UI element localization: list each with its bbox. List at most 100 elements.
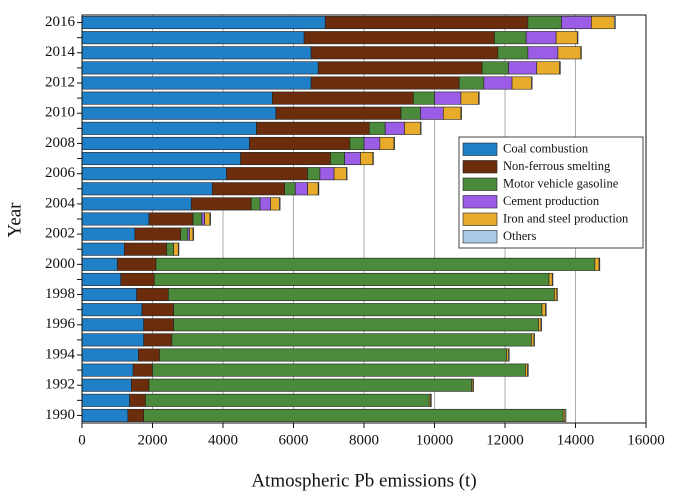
bar-segment bbox=[275, 106, 402, 120]
legend: Coal combustion Non-ferrous smelting Motor… bbox=[458, 136, 644, 249]
bar-segment bbox=[540, 318, 542, 332]
bar-segment bbox=[153, 272, 550, 286]
bar-segment bbox=[168, 288, 555, 302]
bar-segment bbox=[527, 363, 529, 377]
bar-segment bbox=[360, 152, 374, 166]
bar-segment bbox=[173, 303, 543, 317]
bar-segment bbox=[545, 303, 547, 317]
bar-segment bbox=[81, 333, 144, 347]
legend-label: Coal combustion bbox=[503, 142, 589, 156]
bar-segment bbox=[81, 212, 150, 226]
bar-segment bbox=[173, 242, 179, 256]
legend-label: Iron and steel production bbox=[503, 212, 629, 226]
bar-segment bbox=[192, 212, 203, 226]
bar-segment bbox=[413, 91, 435, 105]
bar-segment bbox=[511, 76, 532, 90]
bar-segment bbox=[131, 378, 150, 392]
bar-segment bbox=[307, 182, 319, 196]
y-tick-label: 2006 bbox=[45, 165, 76, 181]
y-tick-label: 2016 bbox=[45, 14, 76, 30]
bar-segment bbox=[81, 318, 144, 332]
legend-swatch bbox=[462, 195, 498, 209]
bar-segment bbox=[272, 91, 414, 105]
bar-segment bbox=[143, 408, 564, 422]
bar-segment bbox=[81, 288, 137, 302]
bar-segment bbox=[525, 31, 557, 45]
bar-segment bbox=[81, 136, 250, 150]
bar-segment bbox=[554, 288, 558, 302]
bar-segment bbox=[81, 242, 125, 256]
bar-segment bbox=[556, 288, 558, 302]
bar-segment bbox=[81, 408, 129, 422]
bar-segment bbox=[81, 76, 312, 90]
bar-segment bbox=[363, 136, 381, 150]
bar-segment bbox=[81, 257, 118, 271]
bar-segment bbox=[81, 46, 312, 60]
bar-segment bbox=[143, 333, 173, 347]
bar-segment bbox=[155, 257, 596, 271]
legend-label: Cement production bbox=[503, 194, 600, 208]
y-tick-label: 2010 bbox=[45, 105, 75, 121]
bar-segment bbox=[555, 31, 578, 45]
bar-segment bbox=[400, 106, 421, 120]
plot-frame bbox=[81, 14, 647, 424]
bar-segment bbox=[541, 303, 546, 317]
legend-swatch bbox=[462, 160, 498, 174]
bar-segment bbox=[192, 227, 195, 241]
bar-segment bbox=[384, 121, 405, 135]
bar-segment bbox=[143, 318, 174, 332]
bar-segment bbox=[152, 363, 526, 377]
bar-segment bbox=[81, 393, 130, 407]
y-tick-label: 2012 bbox=[45, 74, 75, 90]
bar-segment bbox=[379, 136, 395, 150]
bar-segment bbox=[189, 227, 194, 241]
bar-segment bbox=[132, 363, 153, 377]
bar-segment bbox=[310, 46, 499, 60]
bar-segment bbox=[330, 152, 345, 166]
bar-segment bbox=[533, 333, 535, 347]
y-axis-title: Year bbox=[4, 202, 25, 238]
bar-segment bbox=[531, 76, 533, 90]
y-tick-label: 2008 bbox=[45, 135, 75, 151]
bar-segment bbox=[420, 121, 422, 135]
bar-segment bbox=[525, 363, 528, 377]
bar-segment bbox=[483, 76, 513, 90]
bar-segment bbox=[460, 91, 479, 105]
bar-segment bbox=[494, 31, 527, 45]
y-tick-label: 1990 bbox=[45, 407, 75, 423]
legend-label: Motor vehicle gasoline bbox=[503, 177, 619, 191]
bar-segment bbox=[333, 167, 347, 181]
bar-segment bbox=[249, 136, 351, 150]
bar-segment bbox=[81, 16, 326, 30]
y-tick-label: 2000 bbox=[45, 256, 75, 272]
x-tick-label: 6000 bbox=[279, 432, 309, 448]
bar-segment bbox=[81, 348, 139, 362]
bar-segment bbox=[613, 16, 616, 30]
bar-segment bbox=[284, 182, 296, 196]
bar-segment bbox=[148, 212, 194, 226]
bar-segment bbox=[129, 393, 146, 407]
bar-segment bbox=[368, 121, 386, 135]
y-tick-label: 2004 bbox=[45, 195, 76, 211]
bar-segment bbox=[443, 106, 462, 120]
bar-segment bbox=[324, 16, 529, 30]
y-tick-label: 1994 bbox=[45, 346, 76, 362]
bar-segment bbox=[212, 182, 285, 196]
bar-segment bbox=[430, 393, 432, 407]
bar-segment bbox=[551, 272, 554, 286]
y-tick-label: 2002 bbox=[45, 226, 75, 242]
bar-segment bbox=[190, 197, 252, 211]
bar-segment bbox=[116, 257, 157, 271]
bar-segment bbox=[561, 16, 592, 30]
bar-segment bbox=[527, 16, 562, 30]
bar-segment bbox=[559, 61, 561, 75]
bar-segment bbox=[294, 182, 308, 196]
bar-segment bbox=[81, 31, 305, 45]
bar-segment bbox=[201, 212, 205, 226]
bar-segment bbox=[478, 91, 480, 105]
bar-segment bbox=[472, 378, 474, 392]
bar-segment bbox=[508, 61, 538, 75]
bar-segment bbox=[317, 182, 320, 196]
x-tick-label: 16000 bbox=[627, 432, 665, 448]
bar-segment bbox=[81, 378, 132, 392]
